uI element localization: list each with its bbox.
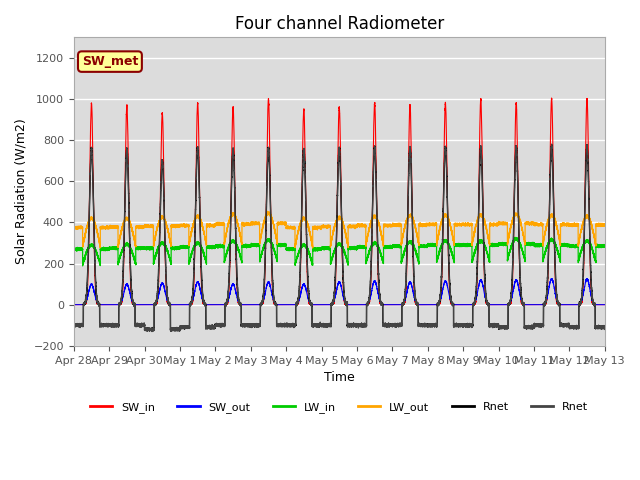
Rnet (548, 142, 556, 147)
Rnet (601, 325, 609, 331)
LW_out (469, 237, 477, 243)
Rnet (601, 325, 609, 331)
Text: SW_met: SW_met (82, 55, 138, 68)
LW_out (98, 225, 106, 230)
X-axis label: Time: Time (324, 371, 355, 384)
SW_in (601, 302, 609, 308)
Rnet (409, 231, 417, 237)
LW_in (497, 240, 504, 246)
Rnet (70, 323, 77, 328)
SW_out (504, 301, 511, 307)
SW_out (70, 302, 77, 308)
Title: Four channel Radiometer: Four channel Radiometer (235, 15, 444, 33)
Rnet (70, 324, 77, 329)
LW_in (504, 256, 511, 262)
LW_out (409, 216, 417, 222)
LW_out (601, 222, 609, 228)
Line: SW_in: SW_in (74, 98, 605, 305)
SW_out (483, 300, 491, 306)
SW_in (409, 238, 417, 243)
SW_out (469, 301, 477, 307)
LW_in (409, 242, 417, 248)
LW_in (601, 243, 609, 249)
LW_out (483, 230, 491, 236)
Rnet (469, 301, 477, 307)
Legend: SW_in, SW_out, LW_in, LW_out, Rnet, Rnet: SW_in, SW_out, LW_in, LW_out, Rnet, Rnet (86, 397, 593, 418)
Rnet (148, 329, 156, 335)
LW_in (469, 256, 477, 262)
SW_in (98, 302, 106, 308)
LW_out (70, 224, 77, 230)
Line: LW_out: LW_out (74, 211, 605, 248)
Rnet (98, 322, 106, 328)
LW_in (483, 249, 491, 255)
Line: LW_in: LW_in (74, 238, 605, 266)
Rnet (497, 324, 504, 330)
Rnet (497, 324, 504, 329)
Rnet (483, 300, 491, 306)
Rnet (409, 232, 417, 238)
Rnet (483, 300, 491, 306)
LW_out (497, 220, 504, 226)
Line: Rnet: Rnet (74, 144, 605, 332)
Rnet (469, 301, 477, 307)
LW_out (308, 245, 316, 251)
Rnet (98, 322, 106, 328)
SW_out (548, 276, 556, 281)
SW_in (548, 96, 556, 101)
LW_in (79, 263, 86, 269)
SW_out (601, 302, 609, 308)
LW_out (504, 239, 511, 245)
Rnet (167, 328, 175, 334)
SW_out (98, 302, 106, 308)
LW_out (264, 208, 271, 214)
LW_in (98, 247, 106, 252)
SW_in (469, 302, 477, 308)
SW_out (409, 288, 417, 293)
SW_in (504, 302, 511, 308)
LW_in (70, 246, 77, 252)
Rnet (504, 325, 511, 331)
Line: Rnet: Rnet (74, 144, 605, 331)
SW_in (70, 302, 77, 308)
SW_out (497, 302, 504, 308)
SW_in (483, 301, 491, 307)
SW_in (497, 302, 504, 308)
Rnet (504, 325, 511, 331)
Line: SW_out: SW_out (74, 278, 605, 305)
Rnet (548, 141, 556, 147)
Y-axis label: Solar Radiation (W/m2): Solar Radiation (W/m2) (15, 119, 28, 264)
LW_in (511, 235, 519, 240)
